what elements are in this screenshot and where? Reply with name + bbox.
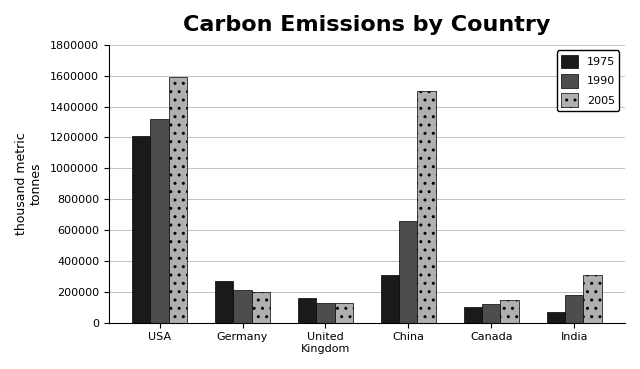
Bar bbox=[215, 281, 234, 323]
Bar bbox=[417, 91, 436, 323]
Bar bbox=[169, 77, 187, 323]
Bar bbox=[298, 298, 316, 323]
Bar bbox=[547, 312, 565, 323]
Y-axis label: thousand metric
tonnes: thousand metric tonnes bbox=[15, 132, 43, 235]
Bar bbox=[381, 275, 399, 323]
Bar bbox=[464, 307, 482, 323]
Legend: 1975, 1990, 2005: 1975, 1990, 2005 bbox=[557, 51, 620, 111]
Bar bbox=[399, 221, 417, 323]
Bar bbox=[500, 300, 518, 323]
Bar bbox=[234, 290, 252, 323]
Bar bbox=[316, 303, 335, 323]
Bar bbox=[565, 295, 583, 323]
Bar bbox=[583, 275, 602, 323]
Title: Carbon Emissions by Country: Carbon Emissions by Country bbox=[183, 15, 550, 35]
Bar bbox=[482, 304, 500, 323]
Bar bbox=[150, 119, 169, 323]
Bar bbox=[132, 136, 150, 323]
Bar bbox=[335, 303, 353, 323]
Bar bbox=[252, 292, 270, 323]
